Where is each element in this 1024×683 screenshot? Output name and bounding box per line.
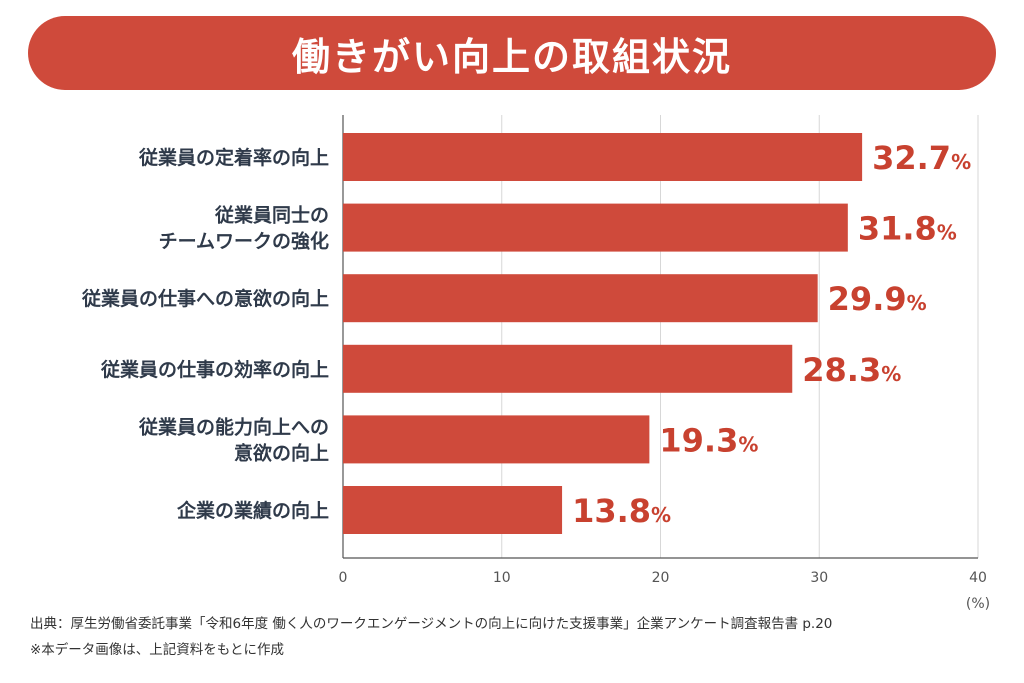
value-label: 13.8%	[572, 492, 671, 530]
x-tick-label: 0	[339, 570, 348, 586]
chart-title: 働きがい向上の取組状況	[291, 34, 732, 79]
category-label: 企業の業績の向上	[176, 499, 329, 522]
category-label: チームワークの強化	[159, 230, 329, 253]
category-label: 従業員の仕事への意欲の向上	[81, 287, 329, 310]
x-tick-label: 30	[810, 570, 828, 586]
value-percent-sign: %	[881, 362, 901, 386]
value-label: 31.8%	[858, 210, 957, 248]
value-number: 32.7	[872, 139, 951, 177]
x-tick-label: 40	[969, 570, 987, 586]
value-number: 28.3	[802, 351, 881, 389]
bar	[343, 133, 863, 181]
value-label: 28.3%	[802, 351, 901, 389]
value-percent-sign: %	[651, 503, 671, 527]
x-tick-label: 10	[493, 570, 511, 586]
category-label: 従業員同士の	[214, 204, 329, 227]
value-percent-sign: %	[951, 150, 971, 174]
value-label: 29.9%	[828, 280, 927, 318]
bar	[343, 203, 848, 252]
value-label: 32.7%	[872, 139, 971, 177]
category-label: 従業員の仕事の効率の向上	[100, 358, 329, 381]
x-unit-label: (%)	[966, 596, 990, 612]
value-percent-sign: %	[937, 221, 957, 245]
value-percent-sign: %	[907, 291, 927, 315]
bar	[343, 486, 563, 534]
value-number: 29.9	[828, 280, 907, 318]
value-number: 13.8	[572, 492, 651, 530]
title-banner: 働きがい向上の取組状況	[28, 16, 996, 90]
category-label: 従業員の能力向上への	[138, 415, 329, 438]
category-label: 従業員の定着率の向上	[138, 146, 329, 169]
bar	[343, 415, 650, 464]
source-note: ※本データ画像は、上記資料をもとに作成	[30, 642, 285, 658]
value-percent-sign: %	[738, 432, 758, 456]
category-label: 意欲の向上	[234, 441, 329, 464]
value-number: 31.8	[858, 210, 937, 248]
source-citation: 出典：厚生労働省委託事業「令和6年度 働く人のワークエンゲージメントの向上に向け…	[30, 616, 833, 632]
value-label: 19.3%	[659, 421, 758, 459]
bar	[343, 344, 793, 393]
bar	[343, 274, 818, 323]
value-number: 19.3	[659, 421, 738, 459]
x-tick-label: 20	[652, 570, 670, 586]
